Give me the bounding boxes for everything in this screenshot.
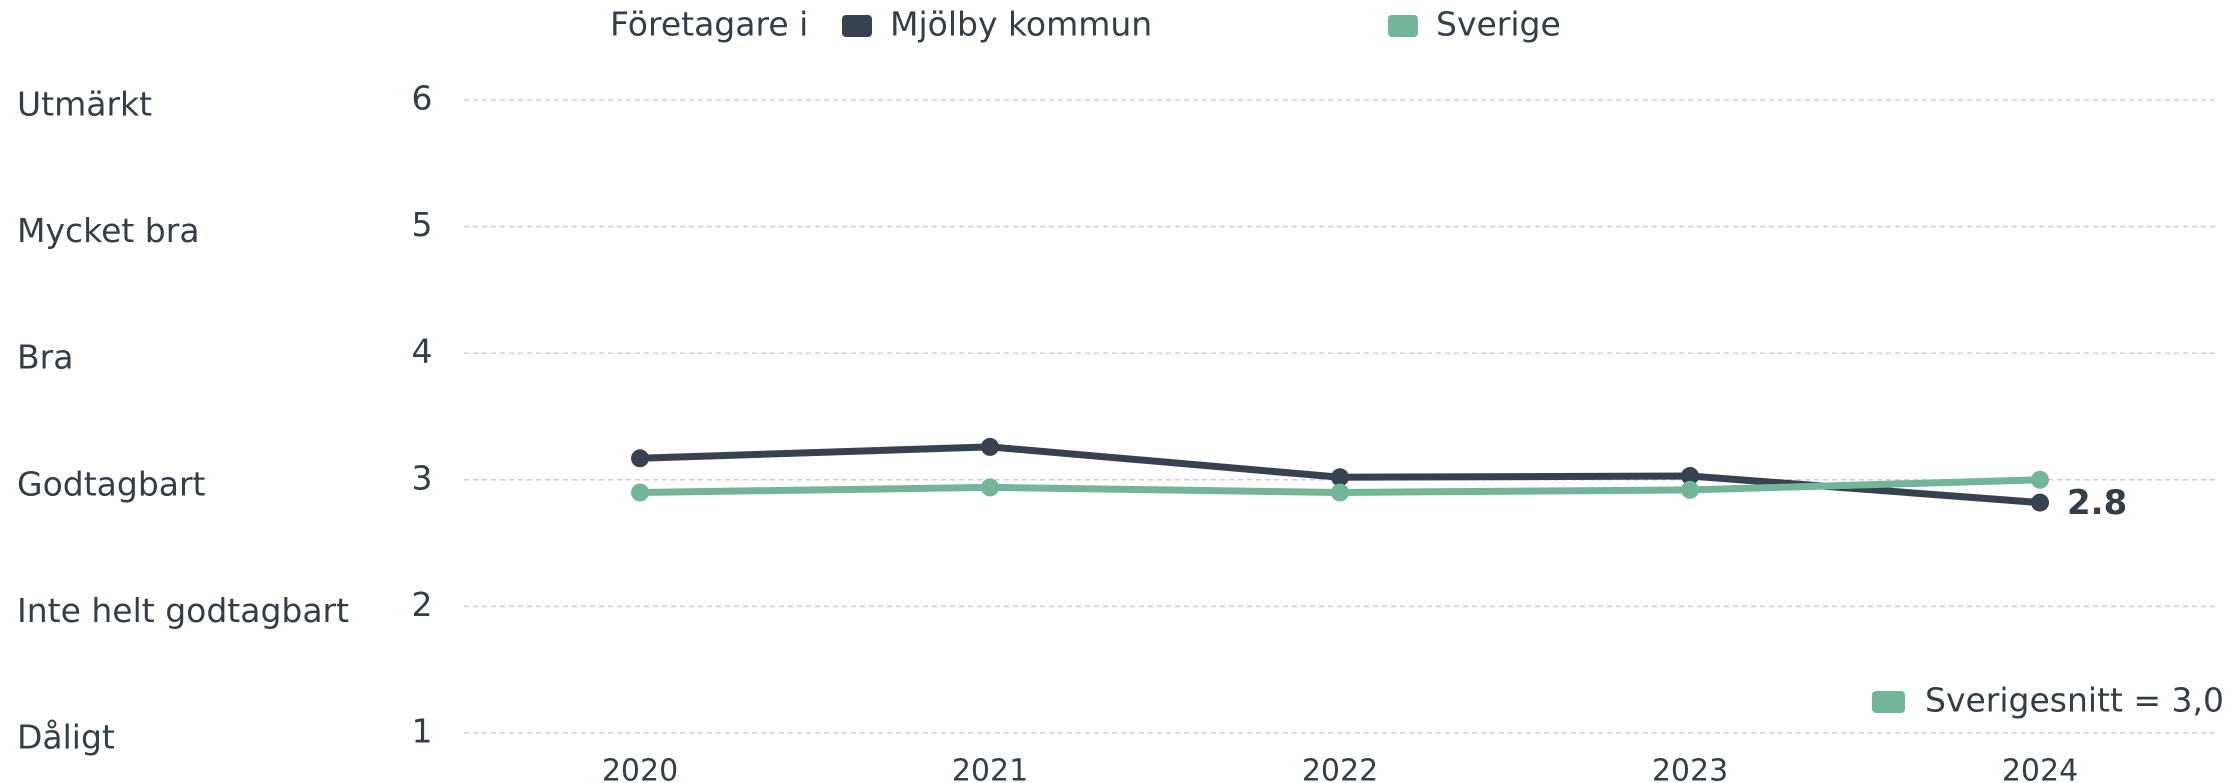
legend-swatch [842, 15, 872, 37]
x-tick-label: 2020 [602, 754, 678, 783]
annotation-swatch [1872, 691, 1905, 713]
y-tick-label: 3 [412, 458, 433, 497]
data-point [2031, 470, 2049, 489]
y-tick-label: 6 [412, 79, 433, 118]
x-tick-label: 2022 [1302, 754, 1378, 783]
y-tick-label: 5 [412, 205, 433, 244]
y-category-label: Utmärkt [17, 85, 152, 124]
x-tick-label: 2021 [952, 754, 1028, 783]
data-point [1681, 467, 1699, 486]
y-tick-label: 4 [412, 332, 433, 371]
x-tick-label: 2023 [1652, 754, 1728, 783]
y-category-label: Dåligt [17, 718, 115, 757]
y-tick-label: 2 [412, 585, 433, 624]
y-category-label: Mycket bra [17, 211, 200, 250]
data-point [1681, 480, 1699, 499]
data-point [1331, 483, 1349, 502]
legend-swatch [1388, 15, 1418, 37]
legend-label: Sverige [1436, 5, 1561, 44]
y-category-label: Godtagbart [17, 464, 206, 503]
annotation-text: Sverigesnitt = 3,0 [1925, 681, 2224, 720]
x-tick-label: 2024 [2002, 754, 2078, 783]
data-label: 2.8 [2067, 483, 2127, 523]
y-category-label: Bra [17, 338, 73, 377]
data-point [981, 478, 999, 497]
legend-prefix: Företagare i [610, 5, 808, 44]
data-point [631, 483, 649, 502]
y-tick-label: 1 [412, 712, 433, 751]
data-point [631, 449, 649, 468]
data-point [1331, 468, 1349, 487]
legend-label: Mjölby kommun [890, 5, 1152, 44]
data-point [2031, 493, 2049, 512]
y-category-label: Inte helt godtagbart [17, 591, 349, 630]
data-point [981, 437, 999, 456]
